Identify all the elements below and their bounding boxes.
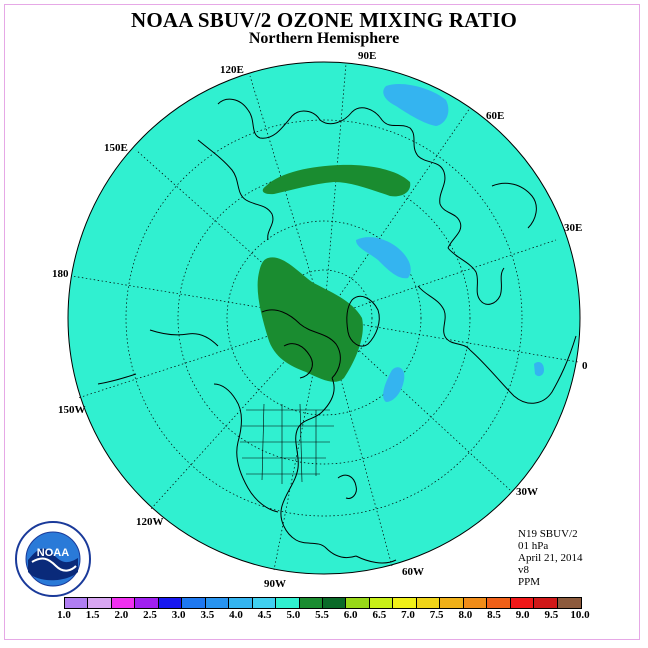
info-units: PPM	[518, 576, 541, 588]
colorbar-tick-label: 3.0	[171, 609, 186, 621]
colorbar-tick-label: 10.0	[570, 609, 590, 621]
lon-label-150e: 150E	[104, 142, 128, 154]
colorbar-swatch	[322, 598, 347, 608]
colorbar-swatch	[346, 598, 370, 608]
lon-label-0: 0	[582, 360, 588, 372]
colorbar-swatch	[65, 598, 89, 608]
lon-label-30e: 30E	[564, 222, 583, 234]
ozone-high-regions	[257, 164, 411, 382]
colorbar-swatch	[182, 598, 206, 608]
lon-label-150w: 150W	[58, 404, 86, 416]
map-subtitle: Northern Hemisphere	[248, 30, 400, 47]
lon-label-120w: 120W	[136, 516, 164, 528]
colorbar-swatch	[158, 598, 183, 608]
lon-label-90e: 90E	[358, 50, 377, 62]
colorbar-swatch	[534, 598, 558, 608]
colorbar-swatch	[557, 598, 581, 608]
colorbar-tick-label: 2.0	[114, 609, 129, 621]
colorbar-swatch	[229, 598, 253, 608]
lon-label-30w: 30W	[516, 486, 538, 498]
colorbar-tick-label: 4.5	[257, 609, 272, 621]
colorbar-tick-label: 7.5	[429, 609, 444, 621]
colorbar-swatch	[111, 598, 136, 608]
latitude-circles	[125, 119, 523, 517]
colorbar-tick-label: 4.0	[229, 609, 243, 621]
logo-text: NOAA	[37, 547, 69, 559]
info-level: 01 hPa	[518, 540, 549, 552]
ozone-low-regions	[356, 83, 544, 402]
colorbar-swatch	[276, 598, 300, 608]
colorbar-tick-label: 5.0	[286, 609, 301, 621]
lon-label-90w: 90W	[264, 578, 286, 590]
colorbar-swatch	[510, 598, 535, 608]
map-title: NOAA SBUV/2 OZONE MIXING RATIO	[131, 8, 517, 32]
colorbar-tick-label: 2.5	[143, 609, 157, 621]
colorbar-tick-label: 8.5	[487, 609, 501, 621]
colorbar-tick-label: 8.0	[458, 609, 473, 621]
colorbar-swatch	[440, 598, 464, 608]
info-satellite: N19 SBUV/2	[518, 528, 578, 540]
info-version: v8	[518, 564, 529, 576]
colorbar-tick-label: 1.0	[57, 609, 71, 621]
colorbar-swatch	[487, 598, 511, 608]
colorbar-tick-label: 1.5	[85, 609, 100, 621]
colorbar-tick-label: 9.0	[515, 609, 530, 621]
colorbar-swatch	[463, 598, 488, 608]
lon-label-60w: 60W	[402, 566, 424, 578]
colorbar-swatch	[369, 598, 394, 608]
colorbar-tick-label: 5.5	[315, 609, 329, 621]
lon-label-120e: 120E	[220, 64, 244, 76]
figure-frame	[4, 4, 640, 640]
colorbar-swatch	[416, 598, 441, 608]
state-boundaries	[240, 403, 334, 484]
colorbar-tick-label: 6.5	[372, 609, 387, 621]
lon-label-180: 180	[52, 268, 69, 280]
colorbar-tick-label: 6.0	[343, 609, 358, 621]
colorbar-swatch	[205, 598, 230, 608]
coastlines	[97, 98, 577, 564]
info-date: April 21, 2014	[518, 552, 583, 564]
colorbar-swatch	[88, 598, 112, 608]
colorbar-tick-label: 9.5	[544, 609, 559, 621]
colorbar-tick-label: 3.5	[200, 609, 215, 621]
meridian-lines	[71, 63, 579, 571]
colorbar-swatch	[252, 598, 277, 608]
colorbar-swatch	[299, 598, 323, 608]
colorbar-swatch	[393, 598, 417, 608]
colorbar-tick-label: 7.0	[401, 609, 415, 621]
colorbar	[64, 597, 582, 609]
colorbar-swatch	[135, 598, 159, 608]
lon-label-60e: 60E	[486, 110, 505, 122]
noaa-logo: NOAA	[15, 521, 91, 597]
info-block: N19 SBUV/2 01 hPa April 21, 2014 v8 PPM	[518, 528, 582, 588]
